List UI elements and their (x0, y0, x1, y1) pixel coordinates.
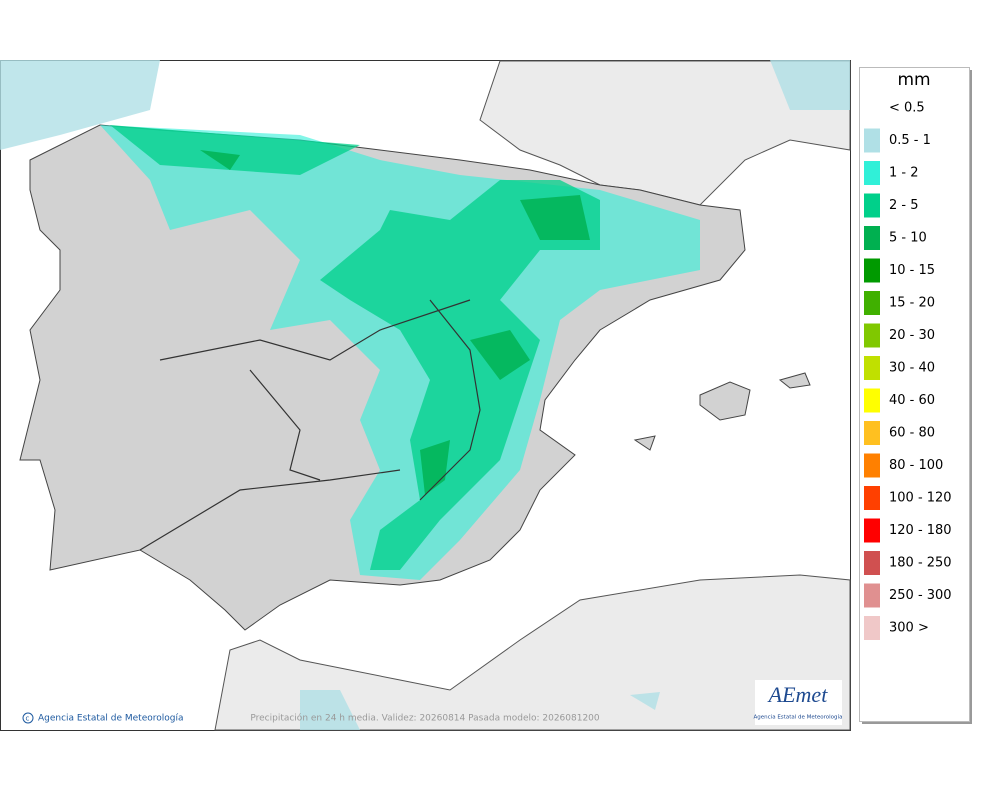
legend-swatch (864, 486, 880, 510)
legend-swatch (864, 258, 880, 283)
legend-swatch (864, 161, 880, 185)
legend-label: 2 - 5 (889, 198, 919, 213)
region-borders (139, 299, 481, 551)
legend-label: 100 - 120 (889, 491, 952, 506)
precip-2-5 (110, 125, 600, 570)
legend-label: 20 - 30 (889, 328, 935, 343)
map: c Agencia Estatal de Meteorología Precip… (0, 60, 851, 731)
legend-swatch (864, 226, 880, 250)
legend-swatch (864, 388, 880, 413)
legend-swatch (864, 128, 880, 153)
legend-label: 40 - 60 (889, 393, 935, 408)
legend-title: mm (897, 70, 930, 90)
legend-label: 1 - 2 (889, 166, 919, 181)
logo-name: AEmet (767, 682, 829, 707)
legend-label: 5 - 10 (889, 231, 927, 246)
legend-label: 250 - 300 (889, 588, 952, 603)
copyright-icon (22, 712, 34, 724)
legend-label: 15 - 20 (889, 296, 935, 311)
legend-label: 60 - 80 (889, 426, 935, 441)
legend-swatch (864, 583, 880, 608)
logo-box (755, 680, 842, 725)
legend-label: 10 - 15 (889, 263, 935, 278)
legend-swatch (864, 616, 880, 640)
legend-label: 0.5 - 1 (889, 133, 931, 148)
copyright-c: c (26, 715, 30, 723)
legend-label: < 0.5 (889, 101, 925, 116)
caption: Precipitación en 24 h media. Validez: 20… (250, 713, 600, 724)
legend-swatch (864, 193, 880, 218)
credit: Agencia Estatal de Meteorología (38, 714, 184, 724)
legend-swatch (864, 518, 880, 543)
legend-label: 30 - 40 (889, 361, 935, 376)
legend-swatch (864, 421, 880, 445)
africa (214, 574, 851, 731)
logo-subtitle: Agencia Estatal de Meteorología (754, 714, 843, 721)
legend-swatch (864, 453, 880, 478)
legend-swatch (864, 551, 880, 575)
legend-swatch (864, 323, 880, 348)
islands (633, 372, 811, 451)
legend: mm < 0.5 0.5 - 1 1 - 2 2 - 5 5 - 10 10 - 15 15… (859, 67, 972, 724)
precip-light (0, 60, 850, 730)
legend-label: 80 - 100 (889, 458, 943, 473)
legend-label: 120 - 180 (889, 523, 952, 538)
legend-swatch (864, 356, 880, 380)
legend-label: 300 > (889, 621, 929, 636)
legend-swatch (864, 291, 880, 315)
legend-label: 180 - 250 (889, 556, 952, 571)
